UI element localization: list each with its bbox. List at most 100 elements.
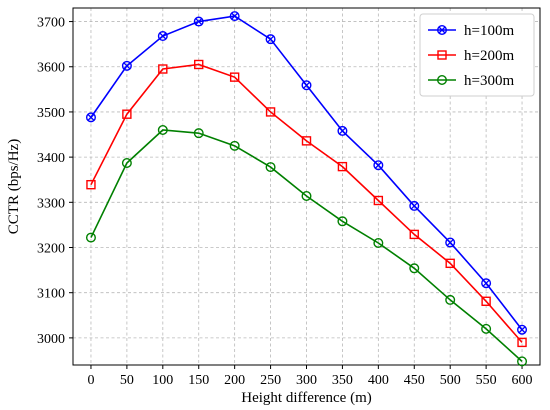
data-point (301, 80, 312, 91)
series-h=200m (86, 59, 527, 348)
data-point (85, 112, 96, 123)
marker-shape (437, 50, 447, 60)
marker-shape (517, 324, 528, 335)
data-point (229, 72, 240, 82)
x-axis-ticks: 0 50 100 150 200 250 300 350 400 450 500 550 600 (87, 365, 533, 388)
y-tick-label: 3600 (37, 61, 65, 76)
y-tick-label: 3400 (37, 151, 65, 166)
legend-label: h=200m (464, 48, 514, 64)
marker-shape (86, 179, 96, 190)
marker-cross (374, 161, 382, 169)
marker-shape (229, 11, 240, 22)
data-point (301, 190, 312, 201)
marker-cross (159, 32, 167, 40)
marker-shape (409, 200, 420, 211)
data-point (193, 128, 204, 139)
x-tick-label: 450 (404, 373, 425, 388)
marker-shape (301, 190, 312, 201)
marker-shape (85, 232, 96, 243)
marker-shape (194, 59, 204, 70)
x-tick-label: 500 (440, 373, 461, 388)
legend-marker (437, 50, 447, 60)
x-tick-label: 100 (152, 373, 173, 388)
data-point (337, 125, 348, 136)
legend-item: h=100m (428, 23, 514, 39)
marker-shape (337, 161, 348, 172)
marker-shape (481, 278, 492, 289)
y-tick-label: 3000 (37, 332, 65, 347)
marker-cross (123, 62, 131, 70)
data-point (229, 11, 240, 22)
marker-shape (337, 125, 348, 136)
data-point (481, 278, 492, 289)
marker-shape (445, 237, 456, 248)
y-axis-label: CCTR (bps/Hz) (6, 139, 22, 234)
y-tick-label: 3100 (37, 287, 65, 302)
y-tick-label: 3500 (37, 106, 65, 121)
legend-label: h=300m (464, 73, 514, 89)
series-layer (85, 11, 528, 367)
legend-label: h=100m (464, 23, 514, 39)
data-point (517, 356, 528, 367)
series-line (90, 63, 523, 343)
y-tick-label: 3200 (37, 242, 65, 257)
legend-box (419, 13, 535, 97)
data-point (158, 64, 168, 74)
data-point (373, 195, 384, 206)
data-point (517, 337, 527, 348)
data-point (157, 125, 168, 136)
data-point (445, 237, 456, 248)
marker-shape (373, 237, 384, 248)
data-point (301, 136, 312, 146)
marker-shape (481, 296, 491, 306)
data-point (373, 160, 384, 171)
data-point (409, 229, 419, 240)
x-tick-label: 150 (188, 373, 209, 388)
marker-shape (373, 160, 384, 171)
data-point (265, 107, 276, 117)
data-point (157, 31, 168, 42)
marker-shape (193, 128, 204, 139)
x-tick-label: 300 (296, 373, 317, 388)
legend-item: h=300m (428, 73, 514, 89)
marker-shape (158, 64, 168, 74)
marker-shape (445, 294, 456, 305)
data-point (409, 263, 420, 274)
marker-shape (229, 72, 240, 82)
y-tick-label: 3300 (37, 196, 65, 211)
data-point (121, 60, 132, 71)
legend-items: h=100m h=200m h=300m (428, 23, 514, 89)
data-point (194, 59, 204, 70)
data-point (85, 232, 96, 243)
marker-shape (445, 258, 455, 269)
marker-cross (267, 35, 275, 43)
marker-shape (301, 136, 312, 146)
data-point (337, 161, 348, 172)
legend-item: h=200m (428, 48, 514, 64)
marker-shape (85, 112, 96, 123)
x-tick-label: 0 (87, 373, 94, 388)
marker-shape (193, 16, 204, 27)
x-tick-label: 200 (224, 373, 245, 388)
series-h=300m (85, 125, 528, 367)
marker-shape (121, 158, 132, 169)
series-line (90, 129, 523, 362)
marker-shape (301, 80, 312, 91)
marker-shape (157, 31, 168, 42)
grid-lines (73, 8, 540, 365)
data-point (409, 200, 420, 211)
marker-cross (410, 202, 418, 210)
marker-shape (121, 60, 132, 71)
data-point (86, 179, 96, 190)
marker-shape (409, 263, 420, 274)
marker-shape (373, 195, 384, 206)
marker-shape (265, 34, 276, 45)
marker-shape (481, 323, 492, 334)
marker-cross (518, 326, 526, 334)
legend-marker (437, 25, 448, 36)
x-tick-label: 50 (120, 373, 134, 388)
x-tick-label: 250 (260, 373, 281, 388)
marker-cross (231, 12, 239, 20)
marker-cross (438, 26, 446, 34)
